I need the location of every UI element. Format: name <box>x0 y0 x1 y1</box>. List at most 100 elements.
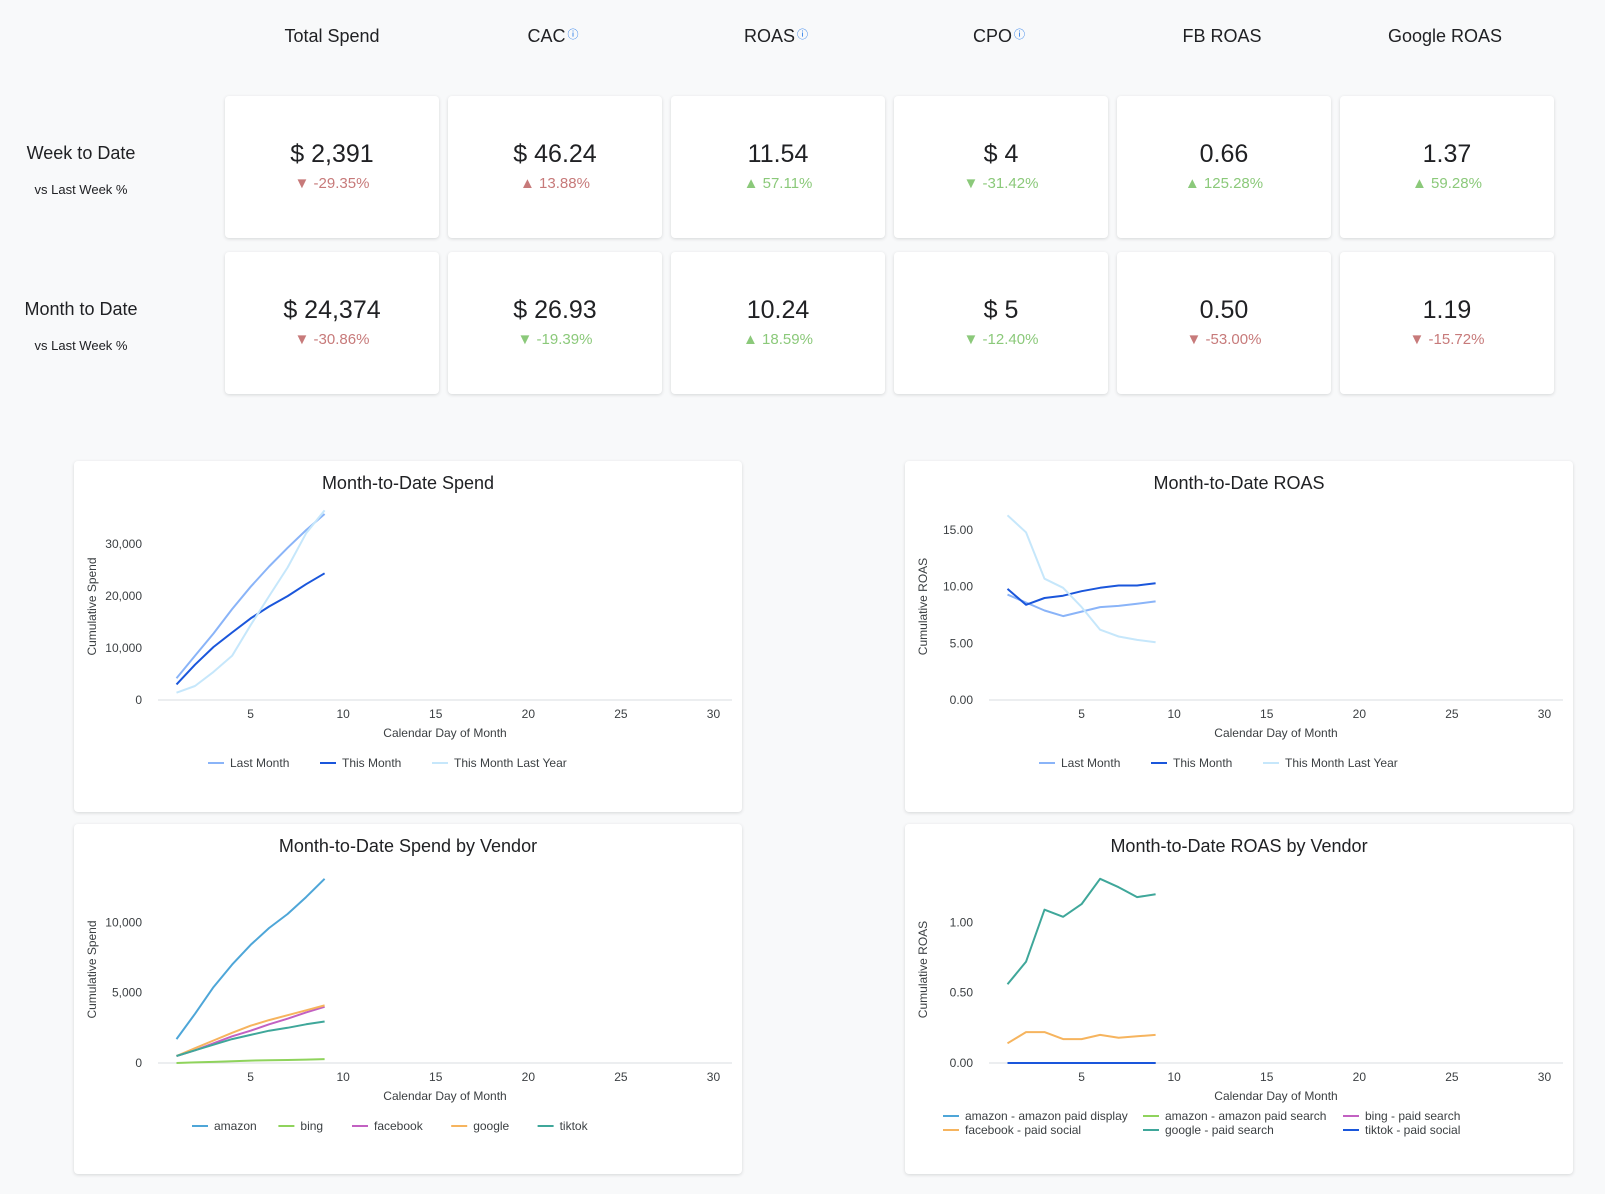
line-chart: Month-to-Date ROAS by Vendor 5 10 15 20 25 30 0… <box>916 836 1563 1137</box>
y-axis-label: Cumulative Spend <box>85 557 99 655</box>
info-icon[interactable]: ⓘ <box>567 29 579 41</box>
kpi-value: 1.37 <box>1422 140 1472 168</box>
legend-item[interactable]: This Month Last Year <box>432 756 567 770</box>
legend-label: facebook - paid social <box>965 1123 1081 1137</box>
legend-item[interactable]: amazon - amazon paid search <box>1143 1109 1326 1123</box>
x-tick-label: 10 <box>336 707 350 721</box>
x-axis-label: Calendar Day of Month <box>383 726 506 740</box>
legend-label: Last Month <box>230 756 289 770</box>
legend-label: This Month Last Year <box>454 756 567 770</box>
legend-label: amazon - amazon paid display <box>965 1109 1128 1123</box>
kpi-value: 10.24 <box>746 296 810 324</box>
legend-item[interactable]: bing <box>278 1119 323 1133</box>
kpi-change: ▲ 13.88% <box>520 175 590 192</box>
legend-label: bing <box>300 1119 323 1133</box>
legend-item[interactable]: facebook - paid social <box>943 1123 1081 1137</box>
series-line-this-month-last-year <box>176 509 326 694</box>
legend-item[interactable]: amazon - amazon paid display <box>943 1109 1128 1123</box>
kpi-change: ▼ -29.35% <box>294 175 370 192</box>
x-tick-label: 5 <box>1078 707 1085 721</box>
y-axis-label: Cumulative Spend <box>85 920 99 1018</box>
legend-item[interactable]: tiktok <box>537 1119 589 1133</box>
kpi-card: $ 24,374 ▼ -30.86% <box>225 252 439 394</box>
legend-item[interactable]: This Month <box>1151 756 1232 770</box>
legend-label: amazon - amazon paid search <box>1165 1109 1326 1123</box>
legend-label: amazon <box>214 1119 257 1133</box>
kpi-value: $ 4 <box>983 140 1019 168</box>
row-label-week-to-date: Week to Date vs Last Week % <box>6 143 156 197</box>
kpi-change: ▼ -12.40% <box>963 331 1039 348</box>
legend-item[interactable]: google - paid search <box>1143 1123 1274 1137</box>
info-icon[interactable]: ⓘ <box>1014 29 1025 41</box>
y-axis-label: Cumulative ROAS <box>916 921 930 1018</box>
legend-item[interactable]: tiktok - paid social <box>1343 1123 1460 1137</box>
x-tick-label: 25 <box>614 1070 628 1084</box>
kpi-value: 0.50 <box>1199 296 1249 324</box>
series-line-amazon <box>175 878 326 1040</box>
y-tick-label: 15.00 <box>943 523 973 537</box>
series-line-facebook-paid-social <box>1006 1031 1156 1045</box>
x-tick-label: 20 <box>1353 707 1367 721</box>
column-header-label: FB ROAS <box>1182 26 1262 46</box>
kpi-value: 11.54 <box>747 140 809 168</box>
legend-label: google - paid search <box>1165 1123 1274 1137</box>
legend-item[interactable]: google <box>451 1119 510 1133</box>
legend-label: This Month Last Year <box>1285 756 1398 770</box>
legend-label: This Month <box>342 756 401 770</box>
x-tick-label: 30 <box>707 1070 721 1084</box>
chart-card-mtd-roas: Month-to-Date ROAS 5 10 15 20 25 30 0.00 5.00 10.… <box>905 461 1573 812</box>
y-tick-label: 10.00 <box>943 580 973 594</box>
row-label-subtitle: vs Last Week % <box>34 338 128 353</box>
y-axis-label: Cumulative ROAS <box>916 558 930 655</box>
kpi-value: $ 26.93 <box>513 296 597 324</box>
column-header-cac: CAC ⓘ <box>446 26 660 50</box>
row-label-subtitle: vs Last Week % <box>34 182 128 197</box>
x-tick-label: 20 <box>522 1070 536 1084</box>
x-tick-label: 25 <box>1445 1070 1459 1084</box>
kpi-card: $ 46.24 ▲ 13.88% <box>448 96 662 238</box>
y-tick-label: 5,000 <box>112 986 142 1000</box>
y-tick-label: 0 <box>135 1056 142 1070</box>
legend-item[interactable]: amazon <box>192 1119 257 1133</box>
legend-item[interactable]: This Month Last Year <box>1263 756 1398 770</box>
legend-item[interactable]: This Month <box>320 756 401 770</box>
chart-card-mtd-roas-by-vendor: Month-to-Date ROAS by Vendor 5 10 15 20 25 30 0… <box>905 824 1573 1174</box>
y-tick-label: 5.00 <box>950 636 974 650</box>
kpi-change: ▲ 18.59% <box>743 331 813 348</box>
legend-label: bing - paid search <box>1365 1109 1460 1123</box>
kpi-change: ▼ -30.86% <box>294 331 370 348</box>
x-tick-label: 5 <box>1078 1070 1085 1084</box>
x-axis-label: Calendar Day of Month <box>383 1089 506 1103</box>
y-tick-label: 0.00 <box>950 1056 974 1070</box>
kpi-value: 1.19 <box>1422 296 1472 324</box>
kpi-card: $ 26.93 ▼ -19.39% <box>448 252 662 394</box>
legend-item[interactable]: bing - paid search <box>1343 1109 1460 1123</box>
series-line-this-month-last-year <box>1006 514 1156 644</box>
kpi-card: 1.37 ▲ 59.28% <box>1340 96 1554 238</box>
legend-item[interactable]: Last Month <box>1039 756 1120 770</box>
legend-item[interactable]: Last Month <box>208 756 289 770</box>
info-icon[interactable]: ⓘ <box>797 29 808 41</box>
x-tick-label: 10 <box>1167 1070 1181 1084</box>
kpi-card: $ 4 ▼ -31.42% <box>894 96 1108 238</box>
kpi-card: 10.24 ▲ 18.59% <box>671 252 885 394</box>
legend-label: tiktok - paid social <box>1365 1123 1460 1137</box>
x-tick-label: 10 <box>1167 707 1181 721</box>
x-axis-label: Calendar Day of Month <box>1214 1089 1337 1103</box>
column-header-fb-roas: FB ROAS <box>1115 26 1329 50</box>
x-tick-label: 15 <box>1260 1070 1274 1084</box>
x-tick-label: 15 <box>429 1070 443 1084</box>
kpi-change: ▼ -53.00% <box>1186 331 1262 348</box>
x-tick-label: 30 <box>1538 707 1552 721</box>
kpi-value: $ 2,391 <box>290 140 374 168</box>
legend-label: Last Month <box>1061 756 1120 770</box>
series-line-tiktok <box>176 1020 325 1057</box>
chart-card-mtd-spend-by-vendor: Month-to-Date Spend by Vendor 5 10 15 20 25 30… <box>74 824 742 1174</box>
series-line-google-paid-search <box>1006 877 1156 985</box>
x-axis-label: Calendar Day of Month <box>1214 726 1337 740</box>
kpi-change: ▲ 125.28% <box>1184 175 1264 192</box>
y-tick-label: 10,000 <box>105 641 142 655</box>
x-tick-label: 5 <box>247 1070 254 1084</box>
legend-item[interactable]: facebook <box>352 1119 424 1133</box>
kpi-card: 0.50 ▼ -53.00% <box>1117 252 1331 394</box>
